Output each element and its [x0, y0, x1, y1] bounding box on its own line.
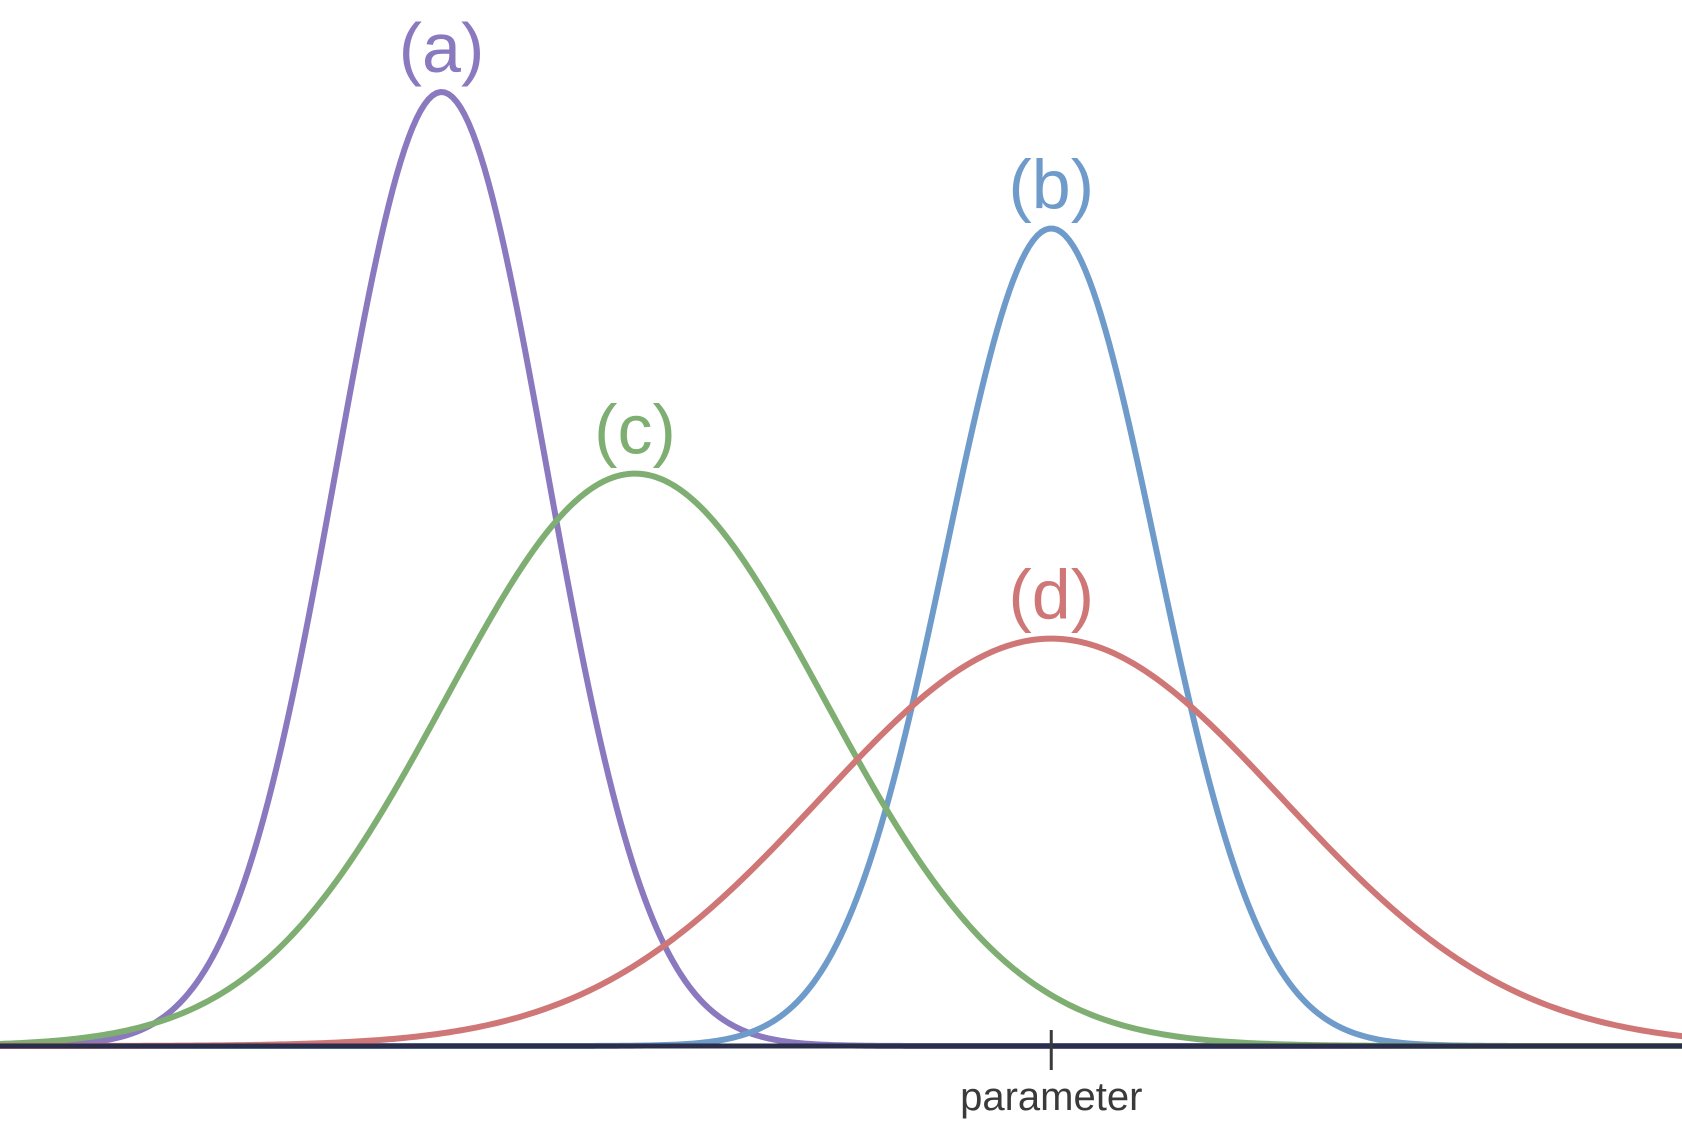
curve-label-c: (c) [594, 391, 676, 469]
curve-c [0, 470, 1682, 1049]
x-axis-label: parameter [960, 1075, 1142, 1119]
curve-a [0, 89, 1682, 1049]
curve-label-b: (b) [1008, 145, 1094, 223]
curve-label-a: (a) [399, 9, 485, 87]
curve-b [0, 225, 1682, 1049]
curves-group [0, 89, 1682, 1049]
curve-d [0, 635, 1682, 1049]
curve-labels-group: (a) (b) (c) (d) [399, 9, 1094, 634]
curve-label-d: (d) [1008, 556, 1094, 634]
